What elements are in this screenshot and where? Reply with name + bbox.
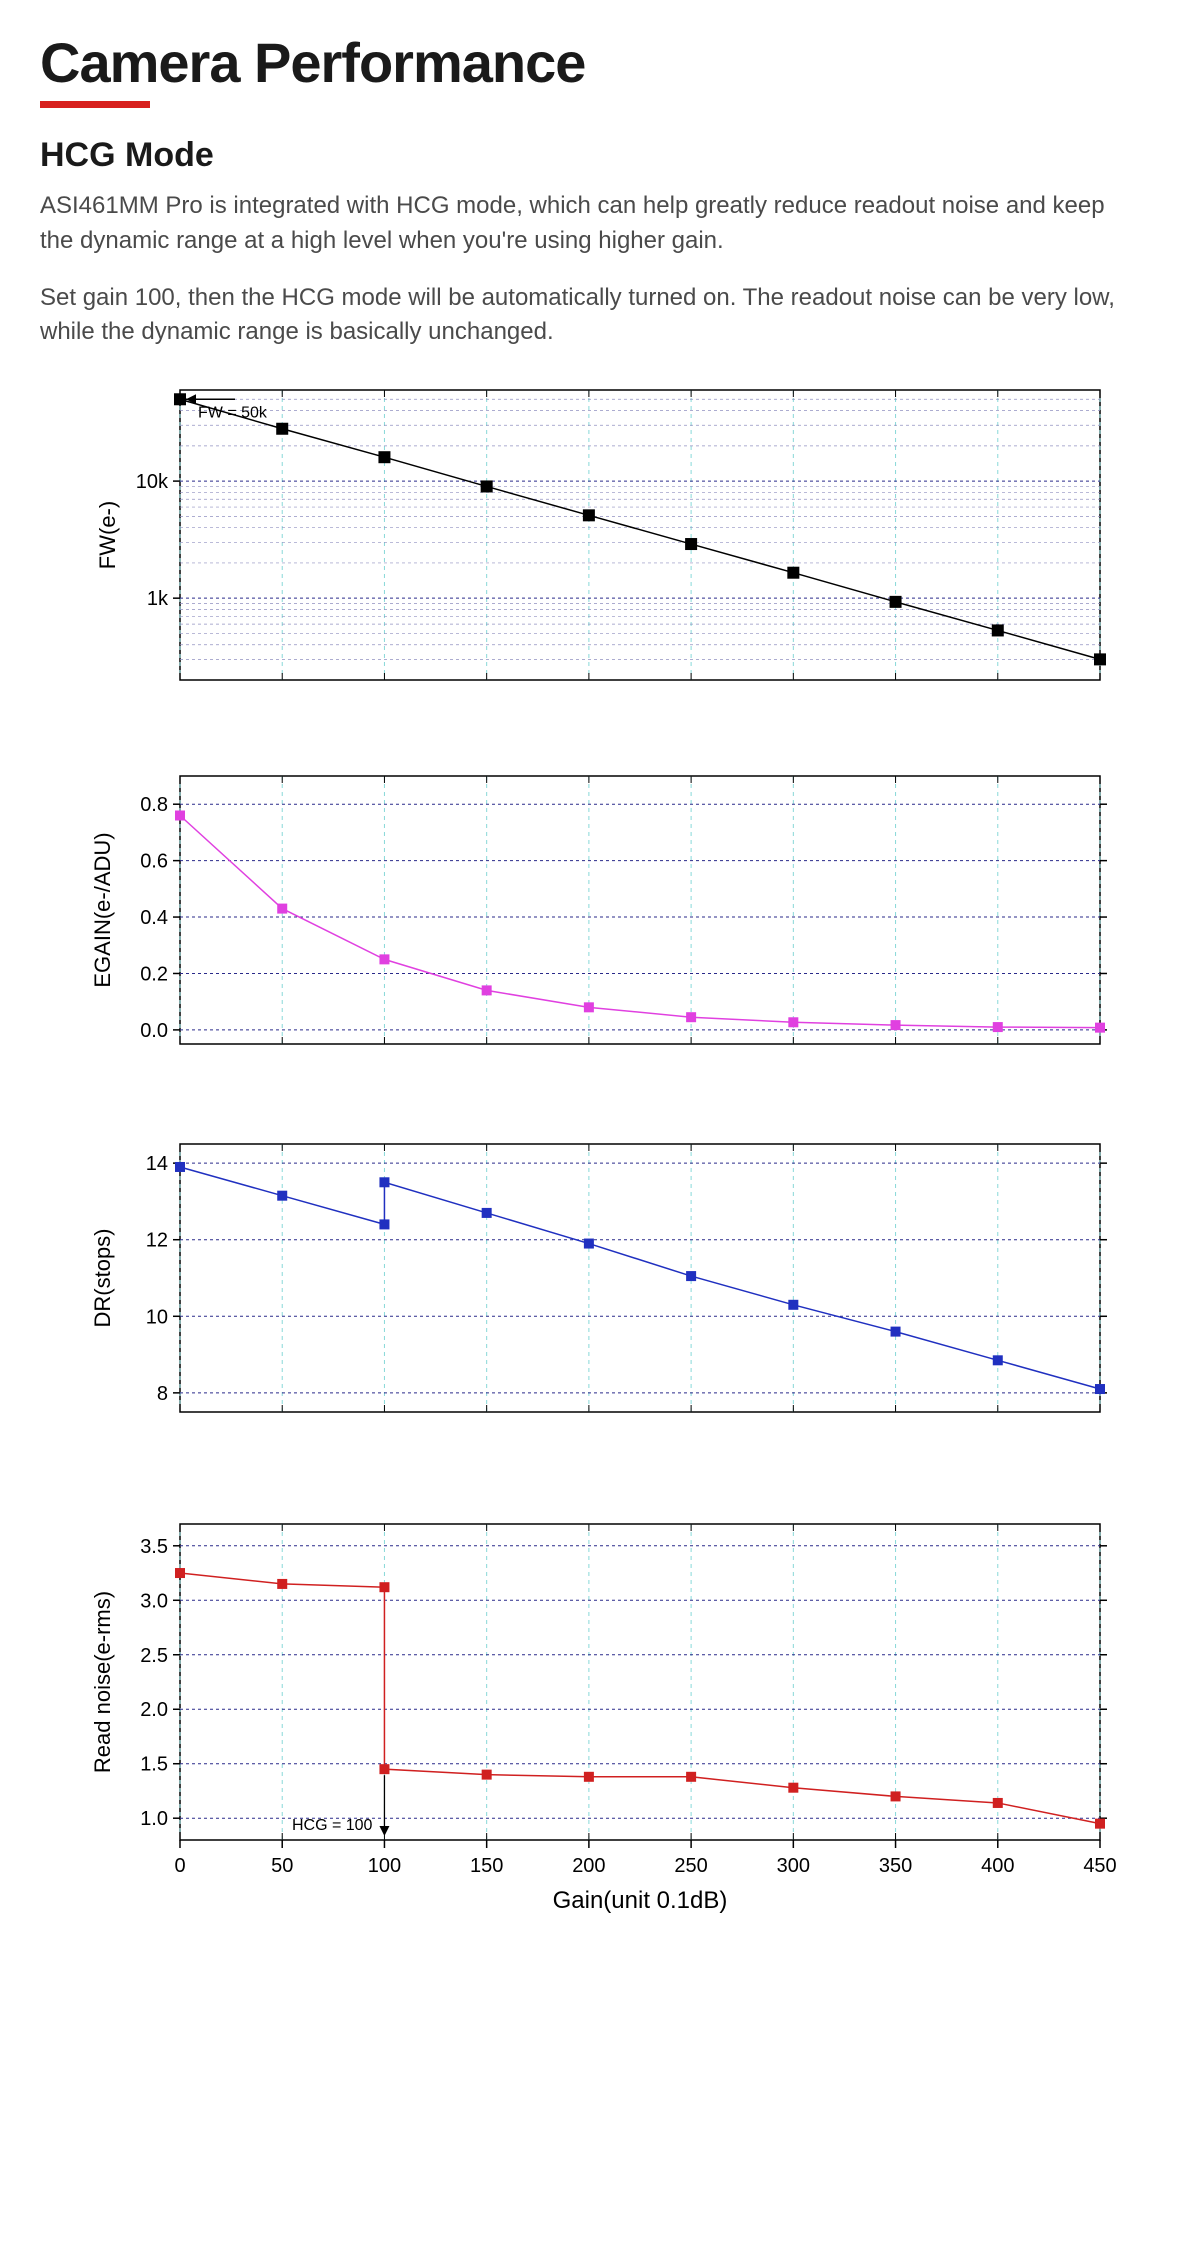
- svg-text:FW = 50k: FW = 50k: [198, 404, 268, 421]
- svg-text:HCG = 100: HCG = 100: [292, 1817, 373, 1834]
- svg-text:DR(stops): DR(stops): [90, 1229, 115, 1328]
- svg-text:0: 0: [174, 1855, 185, 1877]
- svg-text:2.0: 2.0: [140, 1699, 168, 1721]
- svg-text:1k: 1k: [147, 588, 169, 610]
- title-underline: [40, 101, 150, 108]
- svg-text:1.5: 1.5: [140, 1754, 168, 1776]
- svg-text:3.5: 3.5: [140, 1536, 168, 1558]
- svg-text:1.0: 1.0: [140, 1808, 168, 1830]
- svg-text:400: 400: [981, 1855, 1014, 1877]
- svg-text:300: 300: [777, 1855, 810, 1877]
- svg-text:0.0: 0.0: [140, 1020, 168, 1042]
- svg-text:200: 200: [572, 1855, 605, 1877]
- paragraph-2: Set gain 100, then the HCG mode will be …: [40, 281, 1120, 351]
- svg-text:150: 150: [470, 1855, 503, 1877]
- svg-text:350: 350: [879, 1855, 912, 1877]
- svg-text:8: 8: [157, 1383, 168, 1405]
- svg-text:10: 10: [146, 1306, 168, 1328]
- svg-text:EGAIN(e-/ADU): EGAIN(e-/ADU): [90, 833, 115, 988]
- svg-text:0.6: 0.6: [140, 851, 168, 873]
- svg-text:0.2: 0.2: [140, 964, 168, 986]
- charts-svg: 1k 10k FW(e-) FW = 50k 0.0 0.2 0.4 0.6 0.8 EGAIN(…: [60, 380, 1160, 1952]
- paragraph-1: ASI461MM Pro is integrated with HCG mode…: [40, 189, 1120, 259]
- svg-text:0.4: 0.4: [140, 907, 168, 929]
- svg-text:0.8: 0.8: [140, 794, 168, 816]
- svg-text:3.0: 3.0: [140, 1590, 168, 1612]
- svg-text:FW(e-): FW(e-): [95, 501, 120, 569]
- page-title: Camera Performance: [40, 30, 1160, 95]
- svg-text:12: 12: [146, 1230, 168, 1252]
- charts-container: 1k 10k FW(e-) FW = 50k 0.0 0.2 0.4 0.6 0.8 EGAIN(…: [40, 380, 1160, 1957]
- svg-text:250: 250: [674, 1855, 707, 1877]
- svg-text:14: 14: [146, 1153, 168, 1175]
- svg-text:Read noise(e-rms): Read noise(e-rms): [90, 1591, 115, 1773]
- svg-text:450: 450: [1083, 1855, 1116, 1877]
- section-title: HCG Mode: [40, 136, 1160, 175]
- svg-text:Gain(unit 0.1dB): Gain(unit 0.1dB): [553, 1887, 728, 1914]
- svg-text:2.5: 2.5: [140, 1645, 168, 1667]
- svg-text:10k: 10k: [136, 471, 169, 493]
- svg-text:50: 50: [271, 1855, 293, 1877]
- svg-text:100: 100: [368, 1855, 401, 1877]
